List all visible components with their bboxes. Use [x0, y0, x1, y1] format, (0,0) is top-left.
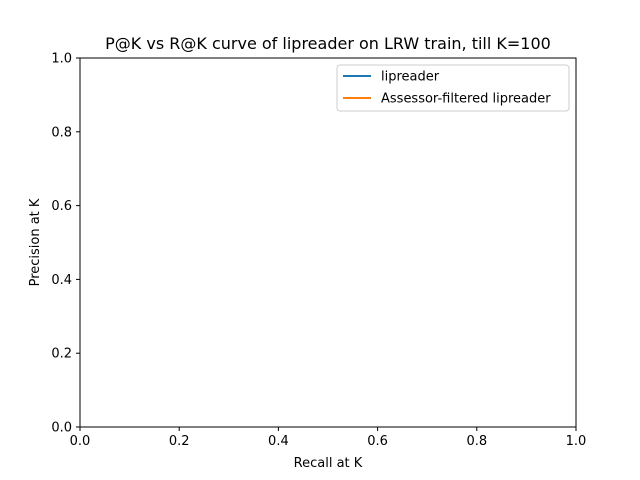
- x-tick-label: 0.0: [70, 434, 91, 449]
- legend-label-lipreader: lipreader: [381, 70, 440, 85]
- x-tick-label: 1.0: [566, 434, 587, 449]
- axes-frame: [79, 57, 577, 428]
- chart-title: P@K vs R@K curve of lipreader on LRW tra…: [105, 34, 551, 53]
- y-tick-label: 0.4: [51, 273, 72, 288]
- y-axis-ticks: 0.0 0.2 0.4 0.6 0.8 1.0: [51, 52, 80, 436]
- legend-entry-assessor-filtered-lipreader: Assessor-filtered lipreader: [343, 92, 551, 107]
- plot-area: [79, 57, 577, 428]
- y-tick-label: 0.0: [51, 421, 72, 436]
- y-axis-label: Precision at K: [28, 198, 43, 286]
- y-tick-label: 1.0: [51, 52, 72, 67]
- x-tick-label: 0.2: [169, 434, 190, 449]
- y-tick-label: 0.6: [51, 199, 72, 214]
- x-axis-label: Recall at K: [294, 456, 363, 471]
- x-tick-label: 0.4: [268, 434, 289, 449]
- y-tick-label: 0.2: [51, 347, 72, 362]
- legend: lipreader Assessor-filtered lipreader: [336, 64, 570, 112]
- y-tick-label: 0.8: [51, 125, 72, 140]
- legend-entry-lipreader: lipreader: [343, 70, 440, 85]
- x-tick-label: 0.6: [367, 434, 388, 449]
- axes-background: [80, 58, 576, 427]
- legend-label-assessor-filtered-lipreader: Assessor-filtered lipreader: [381, 92, 551, 107]
- x-axis-ticks: 0.0 0.2 0.4 0.6 0.8 1.0: [70, 427, 587, 449]
- x-tick-label: 0.8: [466, 434, 487, 449]
- legend-box: [336, 64, 570, 112]
